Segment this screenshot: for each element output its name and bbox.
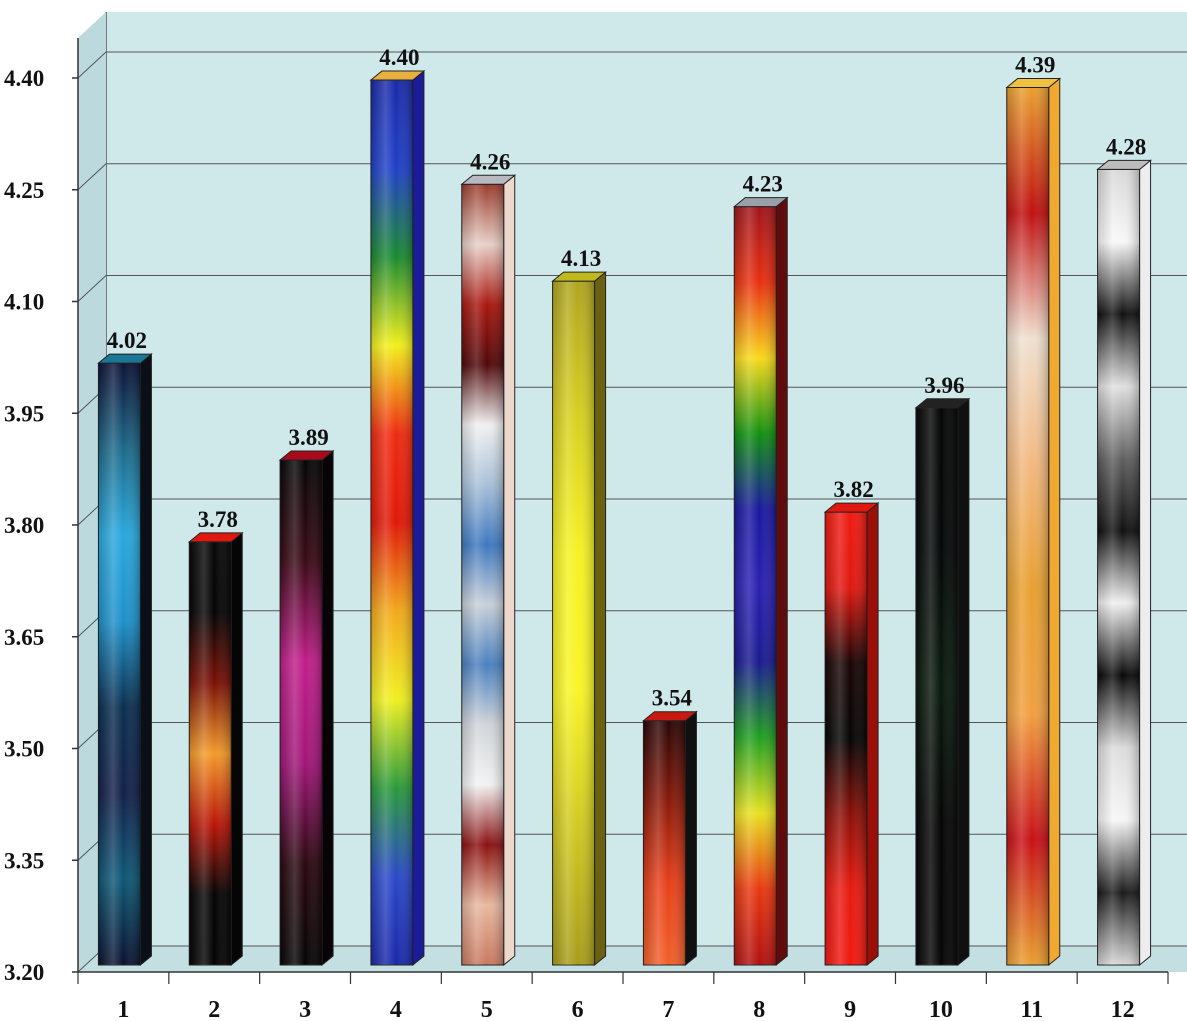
data-label: 4.39 xyxy=(1015,52,1055,77)
data-label: 4.26 xyxy=(470,149,510,174)
bar-top xyxy=(369,70,426,81)
bar-top xyxy=(914,398,971,409)
y-tick-label: 3.80 xyxy=(4,513,44,538)
bar xyxy=(823,502,880,967)
bar xyxy=(369,69,426,967)
bar-top xyxy=(1005,77,1062,88)
y-tick-label: 3.65 xyxy=(4,625,44,650)
bar-top xyxy=(278,450,335,461)
bar-shading xyxy=(1097,169,1140,965)
bar-side xyxy=(321,449,334,967)
x-tick-label: 6 xyxy=(572,997,584,1021)
data-label: 3.82 xyxy=(833,477,873,502)
bar xyxy=(460,174,517,967)
x-tick-label: 3 xyxy=(299,997,311,1021)
bar xyxy=(1096,159,1152,967)
gridline-side xyxy=(77,163,107,191)
x-tick-label: 11 xyxy=(1020,997,1043,1021)
bar-side xyxy=(1048,77,1061,967)
bar xyxy=(914,397,971,967)
bar-top xyxy=(460,174,517,185)
data-label: 3.96 xyxy=(924,373,964,398)
y-tick-label: 3.95 xyxy=(4,401,44,426)
bar-top xyxy=(642,711,698,722)
bar-shading xyxy=(461,184,504,966)
bar-side xyxy=(957,397,970,967)
bar-shading xyxy=(552,281,595,965)
x-axis: 1 2 3 4 5 6 7 8 9 10 11 12 xyxy=(77,971,1169,1021)
bar-top xyxy=(1096,159,1152,170)
bar-top xyxy=(97,353,153,364)
x-tick-label: 9 xyxy=(844,997,856,1021)
y-tick-label: 4.25 xyxy=(4,178,44,203)
x-tick-label: 2 xyxy=(208,997,220,1021)
bar-shading xyxy=(825,512,868,965)
x-tick-label: 1 xyxy=(117,997,129,1021)
bar-shading xyxy=(189,541,232,965)
bar-side xyxy=(503,174,516,967)
data-label: 4.28 xyxy=(1106,134,1146,159)
data-label: 3.89 xyxy=(288,425,328,450)
x-tick-label: 10 xyxy=(929,997,953,1021)
x-tick-label: 8 xyxy=(753,997,765,1021)
bar-side xyxy=(139,353,152,967)
bar xyxy=(642,710,698,967)
bar-shading xyxy=(98,363,141,966)
data-label: 3.54 xyxy=(652,686,693,711)
y-tick-label: 3.35 xyxy=(4,848,44,873)
bar-top xyxy=(823,502,880,513)
y-axis: 3.20 3.35 3.50 3.65 3.80 3.95 4.10 4.25 4.40 xyxy=(4,38,79,985)
bar xyxy=(1005,77,1062,967)
floor xyxy=(78,946,1187,972)
bar-shading xyxy=(734,206,777,965)
y-tick-label: 3.20 xyxy=(4,960,44,985)
bar-side xyxy=(594,271,607,967)
bars xyxy=(97,69,1152,967)
bar xyxy=(187,531,244,967)
bar-side xyxy=(412,69,425,967)
bar-side xyxy=(866,502,879,967)
y-tick-label: 3.50 xyxy=(4,737,44,762)
data-label: 4.40 xyxy=(379,45,419,70)
bar xyxy=(278,449,335,967)
bar-side xyxy=(230,531,243,967)
bar-shading xyxy=(1006,87,1049,965)
data-label: 4.23 xyxy=(743,172,783,197)
x-tick-label: 4 xyxy=(390,997,402,1021)
y-tick-label: 4.10 xyxy=(4,290,44,315)
bar xyxy=(732,196,789,967)
bar xyxy=(97,353,153,967)
bar-top xyxy=(551,271,607,282)
gridline-side xyxy=(77,51,107,79)
y-tick-label: 4.40 xyxy=(4,66,44,91)
data-label: 4.13 xyxy=(561,246,601,271)
bar-shading xyxy=(280,459,323,965)
bar-top xyxy=(732,197,789,208)
bar-side xyxy=(775,196,788,967)
bar-top xyxy=(187,532,244,543)
bar xyxy=(551,271,607,967)
bar-side xyxy=(684,710,697,967)
data-label: 4.02 xyxy=(107,328,147,353)
x-tick-label: 5 xyxy=(481,997,493,1021)
x-tick-label: 12 xyxy=(1111,997,1135,1021)
bar-shading xyxy=(915,407,958,965)
data-labels: 4.02 3.78 3.89 4.40 4.26 4.13 3.54 4.23 3.82 3.96… xyxy=(107,45,1146,711)
bar-shading xyxy=(370,80,413,965)
gridline-side xyxy=(77,275,107,302)
bar-shading xyxy=(643,720,686,965)
x-tick-label: 7 xyxy=(662,997,674,1021)
bar-side xyxy=(1139,159,1152,967)
data-label: 3.78 xyxy=(198,507,238,532)
